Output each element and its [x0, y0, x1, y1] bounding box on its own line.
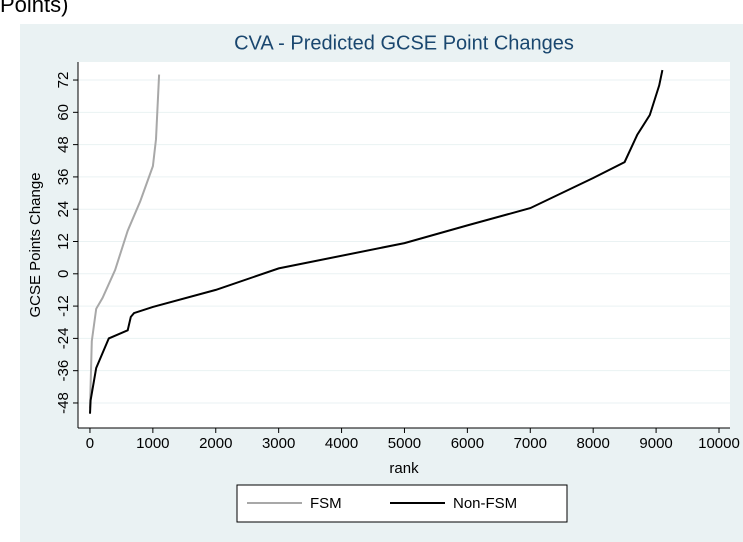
x-tick-label: 8000 — [576, 435, 609, 452]
x-tick-label: 7000 — [514, 435, 547, 452]
x-tick-label: 5000 — [388, 435, 421, 452]
y-tick-label: 48 — [55, 136, 72, 153]
x-tick-label: 2000 — [199, 435, 232, 452]
x-tick-label: 1000 — [136, 435, 169, 452]
x-tick-label: 4000 — [325, 435, 358, 452]
plot-region — [78, 62, 730, 428]
y-tick-label: 72 — [55, 72, 72, 89]
y-tick-label: 36 — [55, 169, 72, 186]
legend-label: FSM — [310, 495, 342, 512]
y-tick-label: 24 — [55, 201, 72, 218]
x-tick-label: 9000 — [639, 435, 672, 452]
y-tick-label: -36 — [55, 360, 72, 382]
chart-title: CVA - Predicted GCSE Point Changes — [234, 32, 574, 54]
x-tick-label: 10000 — [698, 435, 740, 452]
x-tick-label: 0 — [86, 435, 94, 452]
y-tick-label: 0 — [55, 270, 72, 278]
x-tick-label: 6000 — [451, 435, 484, 452]
y-tick-label: -48 — [55, 392, 72, 414]
cut-off-header: Points) — [0, 0, 68, 17]
y-tick-label: 60 — [55, 104, 72, 121]
series-line — [89, 69, 664, 414]
y-tick-label: -12 — [55, 295, 72, 317]
y-tick-label: -24 — [55, 328, 72, 350]
series-line — [89, 74, 161, 409]
x-tick-label: 3000 — [262, 435, 295, 452]
legend-label: Non-FSM — [453, 495, 517, 512]
x-axis-label: rank — [389, 460, 419, 477]
y-tick-label: 12 — [55, 233, 72, 250]
y-axis-label: GCSE Points Change — [27, 172, 44, 317]
